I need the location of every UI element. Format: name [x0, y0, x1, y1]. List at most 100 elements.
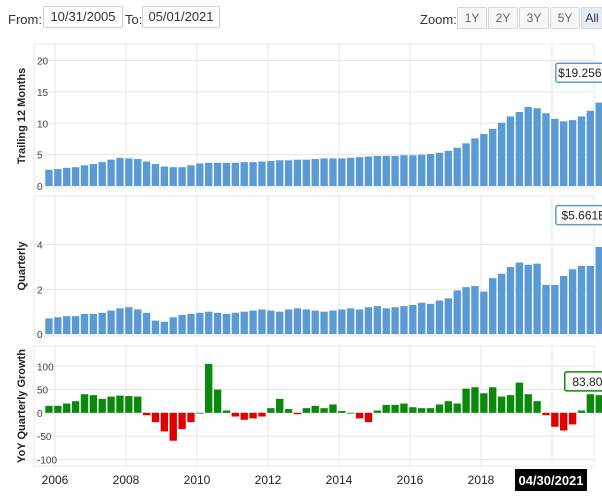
to-date-input[interactable]: 05/01/2021 — [142, 6, 220, 28]
bar — [125, 307, 133, 334]
value-callout-box — [555, 204, 602, 226]
bar — [462, 143, 470, 186]
bar — [284, 309, 293, 334]
bar — [187, 165, 195, 186]
bar — [462, 388, 470, 413]
bar — [196, 163, 204, 186]
bar — [276, 311, 284, 334]
bar — [426, 408, 435, 413]
bar — [267, 160, 275, 186]
bar — [311, 310, 319, 334]
bar — [205, 363, 213, 413]
value-callout: $5.661B — [561, 209, 602, 223]
bar — [568, 269, 577, 334]
y-tick-label: 20 — [37, 57, 49, 68]
bar — [435, 300, 444, 334]
y-tick-label: 2 — [37, 285, 43, 296]
bar — [329, 404, 337, 413]
bar — [347, 412, 355, 414]
bar — [267, 310, 275, 334]
bar — [338, 410, 346, 413]
bar — [45, 318, 53, 334]
bar — [302, 159, 311, 186]
y-tick-label: 0 — [37, 409, 43, 420]
bar — [187, 412, 195, 423]
bar — [533, 263, 541, 334]
bar — [560, 121, 568, 186]
bar — [116, 308, 124, 334]
bar — [373, 155, 382, 186]
y-axis-label: YoY Quarterly Growth — [16, 349, 28, 463]
bar — [551, 284, 559, 334]
bar — [276, 160, 284, 186]
y-tick-label: 10 — [37, 119, 49, 130]
bar — [187, 313, 195, 334]
bar — [551, 412, 559, 427]
bar — [240, 412, 248, 420]
bar — [311, 159, 319, 186]
bar — [586, 394, 595, 413]
from-date-input[interactable]: 10/31/2005 — [43, 6, 123, 28]
bar — [125, 396, 133, 413]
date-tooltip-box — [515, 469, 587, 491]
bar — [98, 312, 106, 334]
bar — [89, 164, 98, 186]
x-tick-label: 2008 — [113, 473, 140, 487]
bar — [355, 157, 364, 186]
zoom-3y-button[interactable]: 3Y — [519, 7, 549, 29]
y-tick-label: 0 — [37, 330, 43, 341]
quarterly-panel: 0 2 4 Quarterly $5.661B — [16, 195, 602, 341]
bar — [151, 412, 160, 423]
bar — [98, 398, 106, 413]
x-tick-label: 2016 — [397, 473, 424, 487]
bar — [231, 412, 240, 417]
bar — [435, 404, 444, 413]
bar — [89, 395, 98, 413]
bar — [533, 108, 541, 186]
bar — [222, 162, 231, 186]
bar — [54, 169, 62, 186]
bar — [213, 389, 222, 413]
bar — [489, 278, 497, 334]
bar — [426, 303, 435, 334]
bar — [577, 116, 586, 186]
bar — [453, 147, 461, 186]
bar — [568, 412, 577, 425]
bar — [355, 412, 364, 419]
bar — [382, 404, 390, 413]
bar — [258, 161, 266, 186]
bar — [276, 398, 284, 413]
bar — [240, 311, 248, 334]
ttm-panel: 0 5 10 15 20 Trailing 12 Months $19.256B — [16, 43, 602, 193]
bar — [258, 412, 266, 417]
bar — [222, 410, 231, 413]
zoom-all-button[interactable]: All — [581, 7, 602, 29]
bar — [542, 284, 550, 334]
y-tick-label: -100 — [37, 455, 57, 466]
bar — [196, 412, 204, 414]
bar — [169, 317, 177, 334]
y-tick-label: 4 — [37, 241, 43, 252]
bar — [347, 157, 355, 186]
bar — [293, 412, 302, 415]
x-tick-label: 2014 — [326, 473, 353, 487]
bar — [98, 162, 106, 186]
x-tick-label: 2010 — [184, 473, 211, 487]
bar — [506, 116, 515, 186]
zoom-5y-button[interactable]: 5Y — [550, 7, 580, 29]
bar — [169, 412, 177, 441]
y-tick-label: 15 — [37, 88, 49, 99]
yoy-growth-panel: -100 -50 0 50 100 YoY Quarterly Growth 83.80% — [16, 345, 602, 467]
y-axis-label: Trailing 12 Months — [16, 68, 28, 165]
bar — [196, 312, 204, 334]
bar — [80, 394, 89, 413]
bar — [435, 152, 444, 186]
bar — [89, 313, 98, 334]
bar — [160, 321, 169, 334]
bar — [178, 315, 186, 334]
zoom-2y-button[interactable]: 2Y — [488, 7, 518, 29]
bar — [107, 396, 115, 413]
bar — [426, 154, 435, 186]
bar — [80, 313, 89, 334]
zoom-1y-button[interactable]: 1Y — [457, 7, 487, 29]
